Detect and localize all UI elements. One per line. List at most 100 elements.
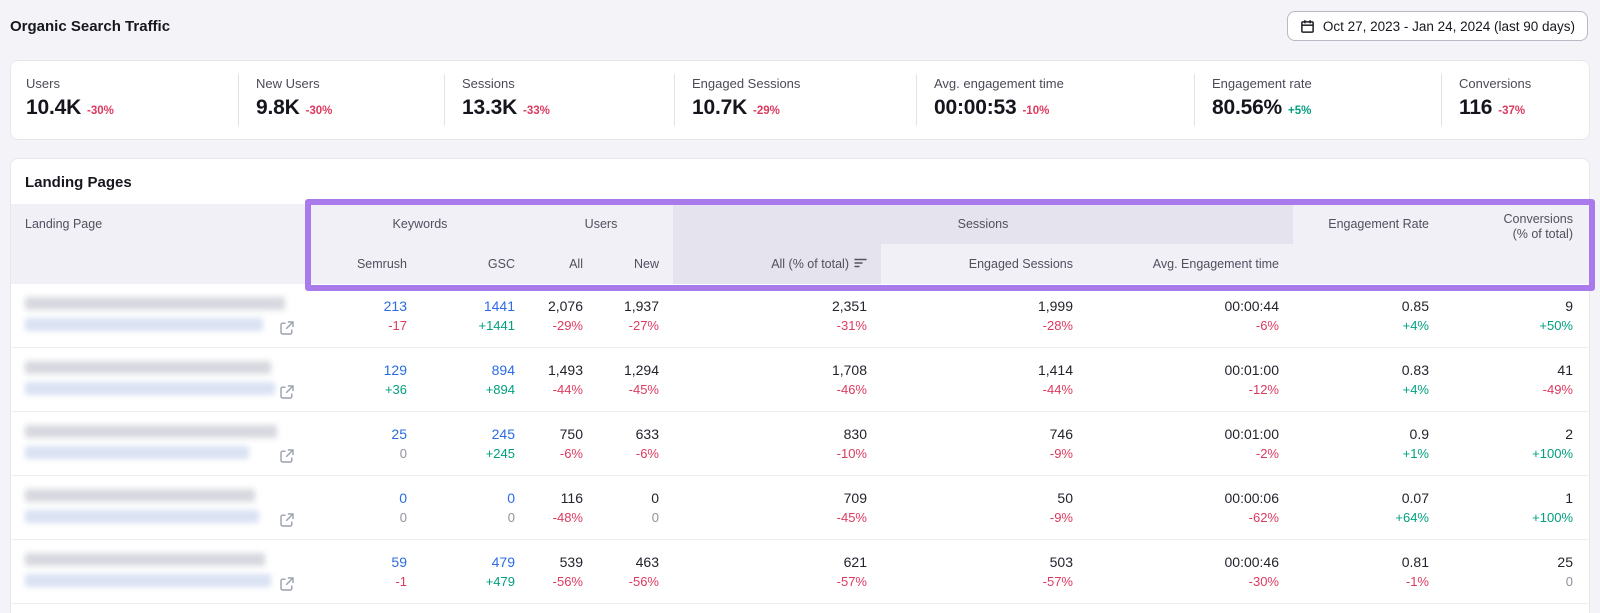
col-header-semrush[interactable]: Semrush: [356, 257, 407, 271]
cell-value: 00:00:06: [1224, 490, 1280, 506]
metric-change: -30%: [87, 105, 114, 117]
cell-change: -10%: [836, 446, 867, 461]
metric-value: 116: [1459, 96, 1493, 119]
cell-sessions-all: 621 -57%: [673, 540, 881, 603]
cell-change: -12%: [1248, 382, 1279, 397]
col-header-landing-page: Landing Page: [25, 217, 103, 231]
col-header-users-new[interactable]: New: [633, 257, 659, 271]
cell-value: 2,076: [547, 298, 583, 314]
col-header-engagement-rate[interactable]: Engagement Rate: [1328, 217, 1429, 231]
cell-change: -1: [395, 574, 407, 589]
redacted-page-title: [25, 361, 271, 374]
col-header-engagement-rate-spacer: [1293, 244, 1443, 284]
cell-value: 709: [843, 490, 867, 506]
cell-value: 2: [1565, 426, 1573, 442]
cell-semrush[interactable]: 129 +36: [311, 348, 421, 411]
metric-label: Avg. engagement time: [934, 76, 1064, 91]
redacted-page-url: [25, 318, 263, 331]
table-row: 129 +36 894 +894 1,493 -44% 1,294 -45% 1,708 -46%…: [11, 348, 1589, 412]
external-link-icon[interactable]: [279, 448, 295, 464]
cell-change: -56%: [628, 574, 659, 589]
col-header-conversions-spacer: [1443, 244, 1591, 284]
cell-engagement-rate: 0.9 +1%: [1293, 412, 1443, 475]
col-header-conversions[interactable]: Conversions (% of total): [1503, 212, 1573, 241]
metric-value: 80.56%: [1212, 96, 1283, 119]
metric-label: Conversions: [1459, 76, 1532, 91]
cell-change: -1%: [1405, 574, 1429, 589]
redacted-page-title: [25, 489, 255, 502]
cell-semrush[interactable]: 25 0: [311, 412, 421, 475]
cell-value: 00:00:44: [1224, 298, 1280, 314]
cell-change: -31%: [836, 318, 867, 333]
cell-value: 0.81: [1401, 554, 1429, 570]
table-row: 213 -17 1441 +1441 2,076 -29% 1,937 -27% 2,351 -3…: [11, 284, 1589, 348]
cell-users-all: 1,493 -44%: [529, 348, 597, 411]
cell-value: 2,351: [831, 298, 867, 314]
date-range-picker[interactable]: Oct 27, 2023 - Jan 24, 2024 (last 90 day…: [1286, 11, 1588, 41]
cell-value: 0: [507, 490, 515, 506]
cell-change: -57%: [1042, 574, 1073, 589]
cell-change: -9%: [1049, 446, 1073, 461]
cell-change: +4%: [1402, 318, 1429, 333]
page-title: Organic Search Traffic: [10, 17, 171, 35]
cell-change: -17: [388, 318, 407, 333]
cell-sessions-all: 1,708 -46%: [673, 348, 881, 411]
redacted-page-title: [25, 425, 277, 438]
cell-gsc[interactable]: 894 +894: [421, 348, 529, 411]
cell-value: 116: [560, 490, 583, 506]
redacted-page-url: [25, 510, 259, 523]
metric-new-users: New Users 9.8K -30%: [238, 61, 444, 139]
cell-conversions: 41 -49%: [1443, 348, 1591, 411]
cell-value: 0: [651, 490, 659, 506]
metric-conversions: Conversions 116 -37%: [1441, 61, 1589, 139]
metric-label: Engagement rate: [1212, 76, 1312, 91]
cell-change: +36: [384, 382, 407, 397]
cell-value: 00:00:46: [1224, 554, 1280, 570]
external-link-icon[interactable]: [279, 512, 295, 528]
col-header-sessions-all[interactable]: All (% of total): [673, 244, 881, 284]
metric-change: -33%: [523, 105, 550, 117]
cell-value: 750: [559, 426, 583, 442]
cell-change: -57%: [836, 574, 867, 589]
cell-gsc[interactable]: 1441 +1441: [421, 284, 529, 347]
cell-semrush[interactable]: 59 -1: [311, 540, 421, 603]
metric-change: -10%: [1022, 105, 1050, 117]
col-header-avg-engagement-time[interactable]: Avg. Engagement time: [1152, 257, 1279, 271]
cell-change: +64%: [1395, 510, 1429, 525]
cell-value: 00:01:00: [1224, 426, 1280, 442]
cell-users-new: 1,294 -45%: [597, 348, 673, 411]
landing-page-cell: [11, 348, 311, 411]
cell-value: 9: [1565, 298, 1573, 314]
col-header-users-all[interactable]: All: [569, 257, 583, 271]
cell-users-all: 116 -48%: [529, 476, 597, 539]
cell-avg-engagement-time: 00:01:00 -2%: [1087, 412, 1293, 475]
cell-gsc[interactable]: 479 +479: [421, 540, 529, 603]
external-link-icon[interactable]: [279, 320, 295, 336]
col-header-engaged-sessions[interactable]: Engaged Sessions: [968, 257, 1073, 271]
table-row: 59 -1 479 +479 539 -56% 463 -56% 621 -57% 503 -57% 0…: [11, 540, 1589, 604]
cell-value: 830: [843, 426, 867, 442]
cell-change: -62%: [1248, 510, 1279, 525]
table-header-group-row: Landing Page Keywords Users Sessions Eng…: [11, 204, 1589, 244]
cell-conversions: 1 +100%: [1443, 476, 1591, 539]
redacted-page-url: [25, 446, 249, 459]
cell-change: +100%: [1532, 446, 1573, 461]
external-link-icon[interactable]: [279, 384, 295, 400]
metric-users: Users 10.4K -30%: [11, 61, 238, 139]
cell-change: +4%: [1402, 382, 1429, 397]
cell-gsc[interactable]: 245 +245: [421, 412, 529, 475]
cell-change: 0: [507, 510, 515, 525]
metric-value: 9.8K: [256, 96, 300, 119]
landing-page-cell: [11, 540, 311, 603]
cell-users-all: 539 -56%: [529, 540, 597, 603]
cell-users-new: 633 -6%: [597, 412, 673, 475]
col-header-gsc[interactable]: GSC: [487, 257, 515, 271]
cell-semrush[interactable]: 213 -17: [311, 284, 421, 347]
col-group-users: Users: [584, 217, 618, 231]
external-link-icon[interactable]: [279, 576, 295, 592]
cell-change: -2%: [1255, 446, 1279, 461]
redacted-page-url: [25, 574, 271, 587]
cell-engagement-rate: 0.83 +4%: [1293, 348, 1443, 411]
